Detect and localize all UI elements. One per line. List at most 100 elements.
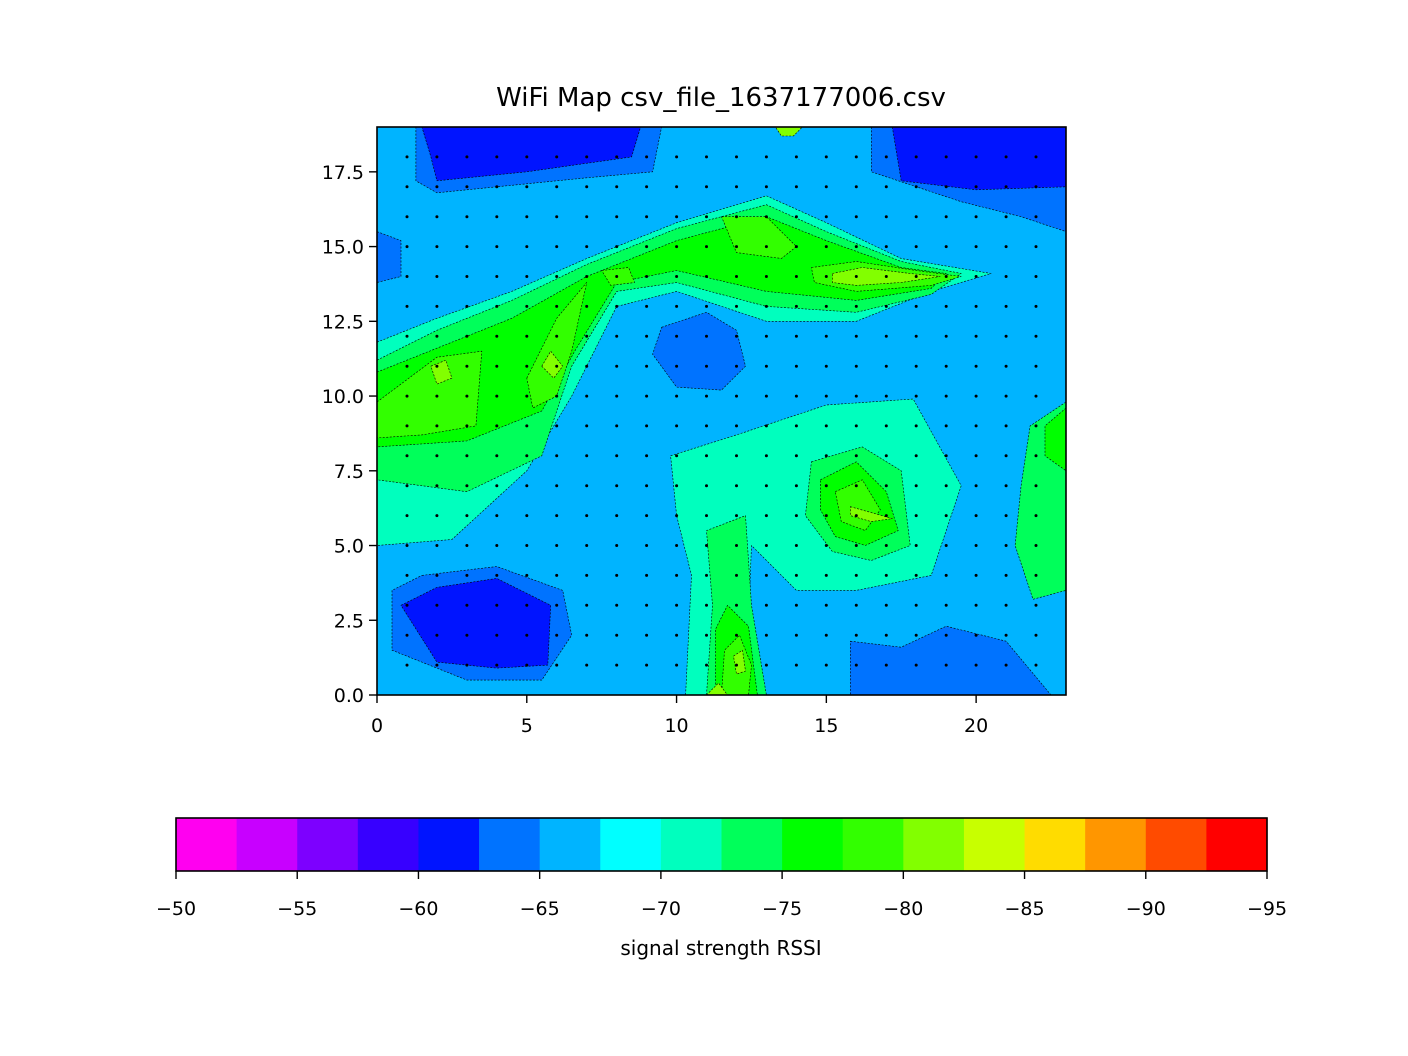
sample-point [914,155,918,159]
sample-point [645,454,649,458]
sample-point [615,633,619,637]
sample-point [405,155,409,159]
sample-point [435,215,439,219]
sample-point [555,364,559,368]
sample-point [824,185,828,189]
sample-point [824,394,828,398]
sample-point [555,663,559,667]
sample-point [824,454,828,458]
sample-point [405,245,409,249]
sample-point [615,514,619,518]
sample-point [944,484,948,488]
sample-point [1004,245,1008,249]
sample-point [465,424,469,428]
sample-point [794,394,798,398]
sample-point [1004,633,1008,637]
sample-point [824,215,828,219]
sample-point [525,484,529,488]
sample-point [884,245,888,249]
sample-point [764,454,768,458]
sample-point [615,155,619,159]
contour-region-33 [775,127,803,137]
sample-point [794,663,798,667]
sample-point [675,633,679,637]
sample-point [944,394,948,398]
sample-point [705,155,708,159]
sample-point [1034,573,1038,577]
sample-point [735,633,738,637]
sample-point [495,663,499,667]
sample-point [854,334,858,338]
sample-point [854,185,858,189]
sample-point [764,364,768,368]
sample-point [944,364,948,368]
sample-point [465,185,469,189]
sample-point [585,603,589,607]
sample-point [1004,454,1008,458]
sample-point [914,663,918,667]
sample-point [944,633,948,637]
sample-point [794,275,798,278]
sample-point [585,245,589,249]
sample-point [854,304,858,308]
sample-point [405,275,409,278]
sample-point [435,544,439,547]
sample-point [794,573,798,577]
sample-point [555,155,559,159]
contour-regions [377,127,1066,695]
colorbar-label: signal strength RSSI [620,936,821,960]
sample-point [585,544,589,547]
sample-point [1034,663,1038,667]
sample-point [585,454,589,458]
sample-point [884,155,888,159]
sample-point [435,573,439,577]
sample-point [435,185,439,189]
sample-point [675,544,679,547]
sample-point [824,155,828,159]
colorbar-tick-label: −85 [1005,898,1045,920]
sample-point [944,185,948,189]
sample-point [944,215,948,219]
contour-plot-area [376,126,1067,696]
sample-point [884,304,888,308]
x-axis: 0 5 10 15 20 [371,695,988,737]
sample-point [645,514,649,518]
sample-point [645,334,649,338]
sample-point [764,663,768,667]
colorbar-cell [176,818,238,871]
sample-point [435,633,439,637]
colorbar-tick-label: −50 [156,898,196,920]
sample-point [735,454,738,458]
sample-point [824,275,828,278]
sample-point [764,603,768,607]
sample-point [705,544,708,547]
sample-point [884,454,888,458]
sample-point [824,484,828,488]
sample-point [645,364,649,368]
sample-point [1034,185,1038,189]
sample-point [794,484,798,488]
sample-point [794,334,798,338]
sample-point [944,663,948,667]
colorbar-tick-label: −55 [277,898,317,920]
y-tick-label: 12.5 [322,311,364,333]
sample-point [764,394,768,398]
sample-point [585,275,589,278]
sample-point [585,155,589,159]
sample-point [854,544,858,547]
sample-point [735,394,738,398]
sample-point [1034,334,1038,338]
sample-point [974,275,978,278]
sample-point [1004,334,1008,338]
sample-point [974,663,978,667]
sample-point [735,304,738,308]
sample-point [495,364,499,368]
sample-point [1034,155,1038,159]
sample-point [405,215,409,219]
sample-point [854,394,858,398]
sample-point [705,304,708,308]
sample-point [824,603,828,607]
sample-point [1004,304,1008,308]
sample-point [615,334,619,338]
sample-point [944,304,948,308]
